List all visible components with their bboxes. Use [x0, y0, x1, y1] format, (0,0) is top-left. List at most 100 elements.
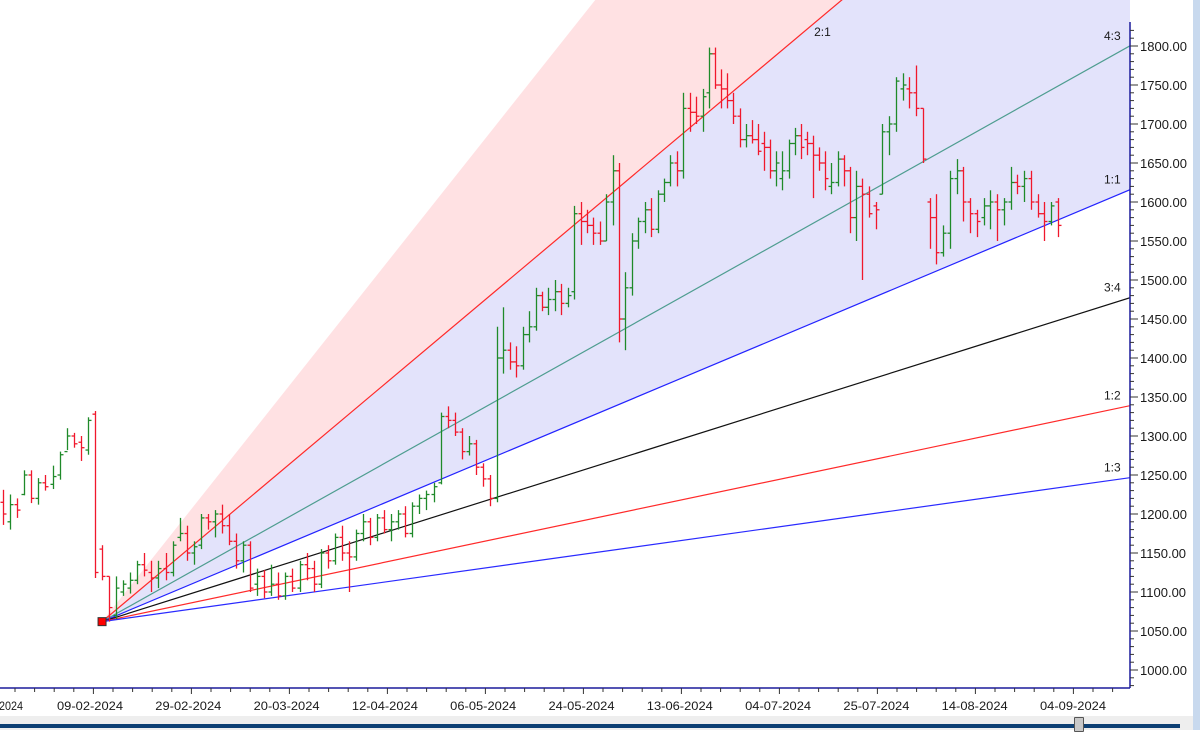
- ohlc-bar: [920, 107, 927, 163]
- ohlc-bar: [500, 307, 507, 374]
- ohlc-bar: [21, 470, 28, 496]
- ohlc-bar: [268, 564, 275, 596]
- ohlc-bar: [737, 108, 744, 148]
- ohlc-bar: [339, 525, 346, 561]
- x-tick-label: 2024: [0, 699, 23, 713]
- ohlc-bar: [155, 560, 162, 589]
- ohlc-bar: [847, 166, 854, 234]
- ohlc-bar: [473, 439, 480, 475]
- y-tick-label: 1050.00: [1140, 624, 1187, 639]
- ohlc-bar: [743, 124, 750, 148]
- ohlc-bar: [1055, 198, 1062, 238]
- ohlc-bar: [960, 166, 967, 222]
- fan-line-1-2[interactable]: [101, 405, 1130, 623]
- fan-line-3-4[interactable]: [101, 297, 1130, 623]
- fan-line-4-3[interactable]: [101, 45, 1130, 623]
- ohlc-bar: [642, 202, 649, 234]
- ohlc-bar: [311, 560, 318, 592]
- ohlc-bar: [1008, 166, 1015, 210]
- ohlc-bar: [730, 92, 737, 124]
- ohlc-bar: [933, 194, 940, 265]
- ohlc-bar: [35, 478, 42, 505]
- fan-label-2-1: 2:1: [814, 25, 831, 39]
- ohlc-bar: [487, 475, 494, 507]
- x-tick-label: 09-02-2024: [57, 699, 123, 713]
- y-tick-label: 1350.00: [1140, 390, 1187, 405]
- ohlc-bar: [700, 88, 707, 132]
- ohlc-bar: [423, 490, 430, 511]
- x-tick-label: 06-05-2024: [450, 699, 516, 713]
- ohlc-bar: [134, 560, 141, 585]
- ohlc-bar: [416, 494, 423, 514]
- ohlc-bar: [927, 198, 934, 249]
- y-tick-label: 1450.00: [1140, 312, 1187, 327]
- ohlc-bar: [792, 127, 799, 156]
- gann-fan-labels: 2:1 4:3 1:1 3:4 1:2 1:3: [814, 25, 1121, 475]
- ohlc-bar: [994, 194, 1001, 241]
- ohlc-bar: [219, 504, 226, 534]
- ohlc-bar: [1028, 170, 1035, 210]
- ohlc-bar: [987, 190, 994, 230]
- ohlc-bar: [381, 510, 388, 534]
- ohlc-bar: [513, 346, 520, 378]
- ohlc-bar: [913, 65, 920, 117]
- x-tick-label: 12-04-2024: [352, 699, 418, 713]
- ohlc-bar: [622, 272, 629, 351]
- ohlc-bar: [507, 342, 514, 370]
- ohlc-bar: [163, 553, 170, 581]
- ohlc-bar: [526, 311, 533, 343]
- ohlc-bar: [1001, 198, 1008, 226]
- ohlc-bar: [113, 576, 120, 620]
- ohlc-bar: [520, 326, 527, 370]
- ohlc-bar: [353, 529, 360, 561]
- ohlc-bar: [853, 170, 860, 241]
- y-tick-label: 1500.00: [1140, 273, 1187, 288]
- ohlc-bar: [940, 225, 947, 257]
- y-axis: 1000.00 1050.00 1100.00 1150.00 1200.00 1250.…: [1129, 22, 1187, 688]
- fan-line-1-3[interactable]: [101, 477, 1130, 623]
- right-panel-edge: [1193, 0, 1200, 730]
- ohlc-bar: [603, 194, 610, 242]
- ohlc-bar: [445, 406, 452, 429]
- y-tick-label: 1200.00: [1140, 507, 1187, 522]
- ohlc-bar: [42, 475, 49, 491]
- ohlc-bar: [0, 489, 7, 525]
- ohlc-bar: [28, 470, 35, 504]
- ohlc-bar: [828, 163, 835, 195]
- ohlc-bar: [240, 541, 247, 573]
- ohlc-bar: [14, 498, 21, 518]
- fan-line-2-1[interactable]: [101, 0, 1130, 623]
- ohlc-bar: [247, 541, 254, 592]
- ohlc-bar: [539, 291, 546, 312]
- scrollbar-track[interactable]: [0, 724, 1180, 728]
- horizontal-scrollbar[interactable]: [0, 716, 1193, 732]
- x-tick-label: 04-07-2024: [745, 699, 811, 713]
- fan-label-1-1: 1:1: [1104, 173, 1121, 187]
- y-tick-label: 1400.00: [1140, 351, 1187, 366]
- ohlc-bar: [254, 568, 261, 596]
- ohlc-bar: [395, 510, 402, 530]
- ohlc-bar: [388, 514, 395, 542]
- y-tick-label: 1000.00: [1140, 663, 1187, 678]
- ohlc-bar: [674, 151, 681, 187]
- ohlc-bar: [571, 205, 578, 300]
- ohlc-bar: [282, 572, 289, 600]
- ohlc-bar: [78, 436, 85, 461]
- ohlc-bar: [275, 572, 282, 600]
- y-tick-label: 1300.00: [1140, 429, 1187, 444]
- ohlc-bar: [810, 135, 817, 199]
- gann-fan-anchor[interactable]: [97, 617, 107, 627]
- fan-line-1-1[interactable]: [101, 189, 1130, 623]
- x-tick-label: 13-06-2024: [647, 699, 713, 713]
- anchor-square-marker[interactable]: [97, 617, 107, 627]
- ohlc-bar: [954, 159, 961, 195]
- ohlc-bar: [226, 514, 233, 546]
- ohlc-bar: [198, 514, 205, 550]
- ohlc-bar: [816, 147, 823, 171]
- ohlc-bar: [57, 451, 64, 480]
- ohlc-bar: [773, 151, 780, 187]
- ohlc-bar: [661, 178, 668, 202]
- ohlc-bar: [141, 553, 148, 577]
- y-tick-label: 1600.00: [1140, 195, 1187, 210]
- ohlc-bar: [755, 124, 762, 156]
